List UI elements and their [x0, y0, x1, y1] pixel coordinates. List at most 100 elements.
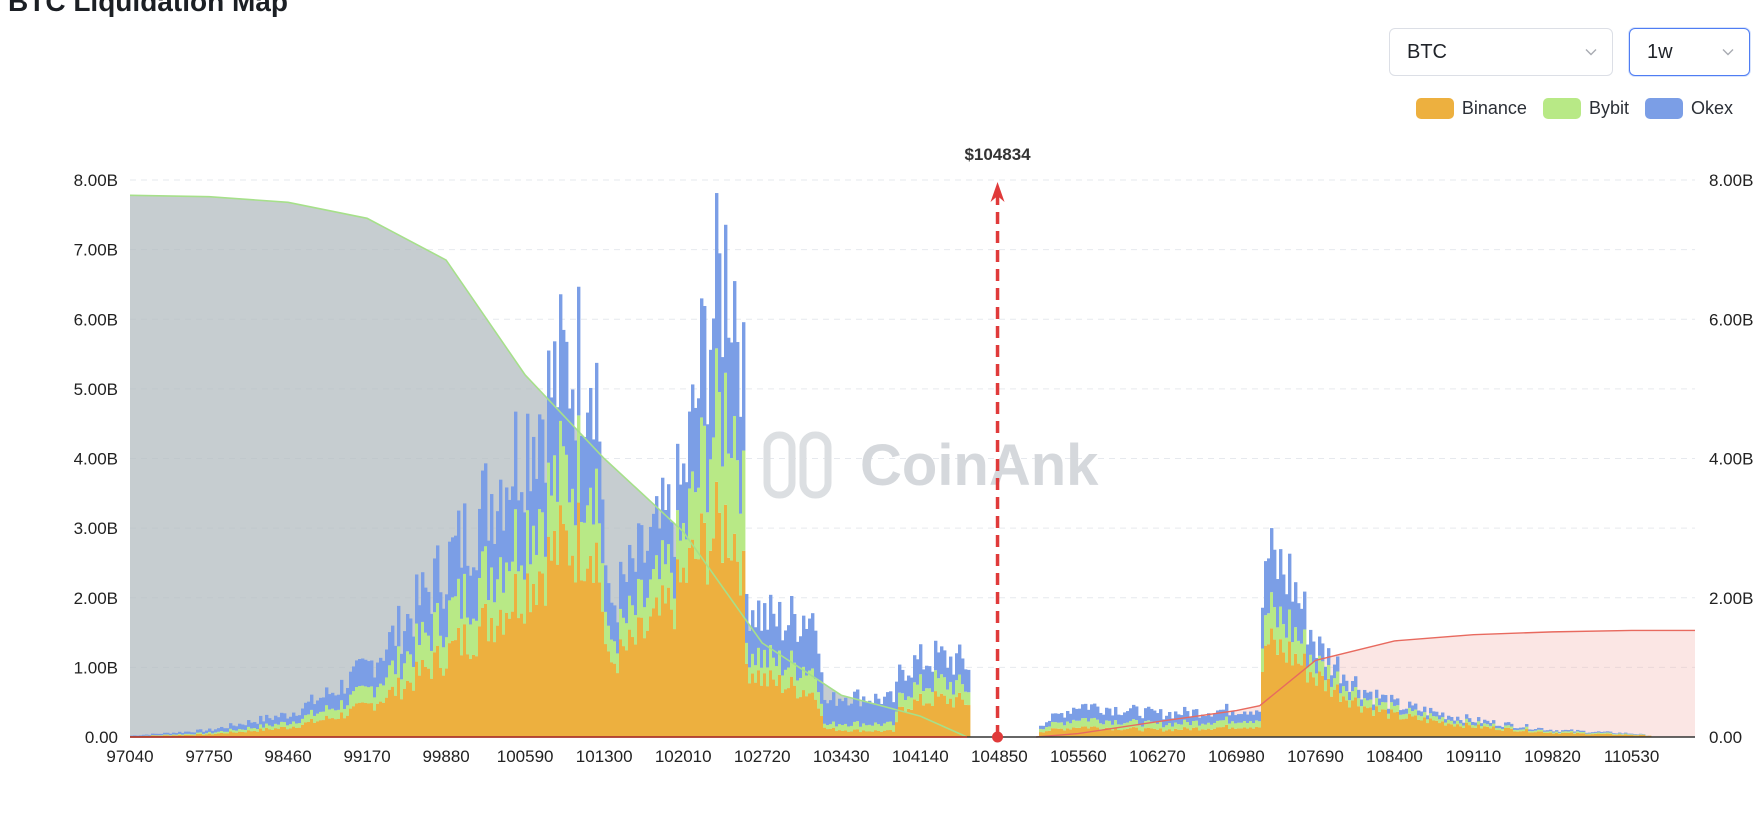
liquidation-bar: [220, 726, 224, 731]
liquidation-bar: [712, 318, 716, 438]
liquidation-bar: [1240, 728, 1244, 737]
liquidation-bar: [898, 664, 902, 693]
liquidation-bar: [664, 603, 668, 737]
liquidation-bar: [523, 512, 527, 580]
legend-item-okex[interactable]: Okex: [1644, 98, 1733, 119]
cumulative-long-line: [129, 194, 968, 738]
liquidation-bar: [601, 611, 605, 737]
liquidation-bar: [829, 700, 833, 725]
liquidation-bar: [271, 726, 275, 730]
liquidation-bar: [1195, 720, 1199, 728]
liquidation-bar: [520, 565, 524, 614]
liquidation-bar: [814, 699, 818, 737]
liquidation-bar: [937, 652, 941, 679]
liquidation-bar: [1120, 730, 1124, 737]
liquidation-bar: [1621, 734, 1625, 735]
liquidation-bar: [1372, 715, 1376, 737]
liquidation-bar: [745, 663, 749, 737]
liquidation-bar: [1321, 643, 1325, 662]
liquidation-bar: [229, 723, 233, 729]
liquidation-bar: [727, 453, 731, 558]
liquidation-bar: [1087, 709, 1091, 722]
legend-item-binance[interactable]: Binance: [1415, 98, 1527, 119]
liquidation-bar: [1468, 718, 1472, 722]
liquidation-bar: [835, 705, 839, 727]
liquidation-bar: [679, 540, 683, 583]
liquidation-bar: [688, 547, 692, 737]
liquidation-bar: [496, 511, 500, 580]
liquidation-bar: [1570, 729, 1574, 731]
liquidation-bar: [436, 602, 440, 646]
watermark: CoinAnk: [763, 431, 1099, 499]
liquidation-bar: [772, 657, 776, 680]
liquidation-bar: [205, 733, 209, 735]
liquidation-bar: [757, 647, 761, 671]
liquidation-bar: [514, 411, 518, 510]
period-select-value: 1w: [1647, 40, 1673, 63]
liquidation-bar: [775, 685, 779, 737]
liquidation-bar: [865, 731, 869, 737]
liquidation-bar: [205, 734, 209, 737]
page-title: BTC Liquidation Map: [8, 0, 288, 17]
liquidation-bar: [1432, 711, 1436, 717]
liquidation-bar: [823, 723, 827, 728]
coin-select[interactable]: BTC: [1389, 28, 1613, 76]
liquidation-bar: [1093, 703, 1097, 718]
liquidation-bar: [310, 718, 314, 737]
liquidation-bar: [229, 731, 233, 737]
liquidation-bar: [595, 468, 599, 543]
liquidation-bar: [1213, 713, 1217, 723]
liquidation-bar: [1474, 727, 1478, 737]
liquidation-bar: [232, 730, 236, 733]
liquidation-bar: [1078, 720, 1082, 728]
liquidation-bar: [1174, 711, 1178, 723]
liquidation-bar: [211, 733, 215, 735]
liquidation-bar: [454, 640, 458, 737]
liquidation-bar: [1459, 726, 1463, 737]
liquidation-bar: [256, 731, 260, 737]
liquidation-bar: [1138, 730, 1142, 737]
liquidation-bar: [1468, 721, 1472, 726]
liquidation-bar: [478, 626, 482, 737]
liquidation-bar: [1357, 689, 1361, 699]
legend-item-bybit[interactable]: Bybit: [1542, 98, 1629, 119]
liquidation-bar: [853, 729, 857, 737]
liquidation-bar: [811, 692, 815, 737]
chart-legend: Binance Bybit Okex: [1415, 98, 1733, 119]
watermark-logo: [799, 431, 832, 499]
liquidation-bar: [1312, 662, 1316, 678]
liquidation-bar: [1456, 724, 1460, 737]
liquidation-bar: [1306, 644, 1310, 668]
liquidation-bar: [664, 564, 668, 604]
liquidation-bar: [907, 708, 911, 737]
liquidation-bar: [715, 481, 719, 737]
liquidation-bar: [940, 674, 944, 694]
liquidation-bar: [397, 605, 401, 647]
liquidation-bar: [877, 698, 881, 725]
liquidation-bar: [409, 654, 413, 683]
liquidation-bar: [421, 621, 425, 660]
liquidation-bar: [643, 638, 647, 737]
liquidation-bar: [1207, 722, 1211, 729]
liquidation-bar: [709, 550, 713, 737]
liquidation-bar: [1414, 703, 1418, 710]
liquidation-bar: [358, 659, 362, 687]
liquidation-bar: [1480, 726, 1484, 729]
liquidation-bar: [928, 688, 932, 704]
liquidation-bar: [730, 458, 734, 561]
liquidation-bar: [667, 587, 671, 737]
liquidation-bar: [733, 533, 737, 737]
liquidation-bar: [1627, 734, 1631, 737]
liquidation-bar: [280, 712, 284, 722]
liquidation-bar: [949, 698, 953, 737]
period-select[interactable]: 1w: [1629, 28, 1750, 76]
x-tick-label: 97040: [106, 747, 153, 766]
liquidation-bar: [889, 721, 893, 731]
liquidation-bar: [346, 705, 350, 716]
liquidation-bar: [1426, 715, 1430, 720]
liquidation-bar: [862, 723, 866, 731]
liquidation-bar: [1243, 727, 1247, 737]
liquidation-bar: [742, 322, 746, 451]
liquidation-bar: [817, 653, 821, 693]
liquidation-bar: [1405, 713, 1409, 719]
